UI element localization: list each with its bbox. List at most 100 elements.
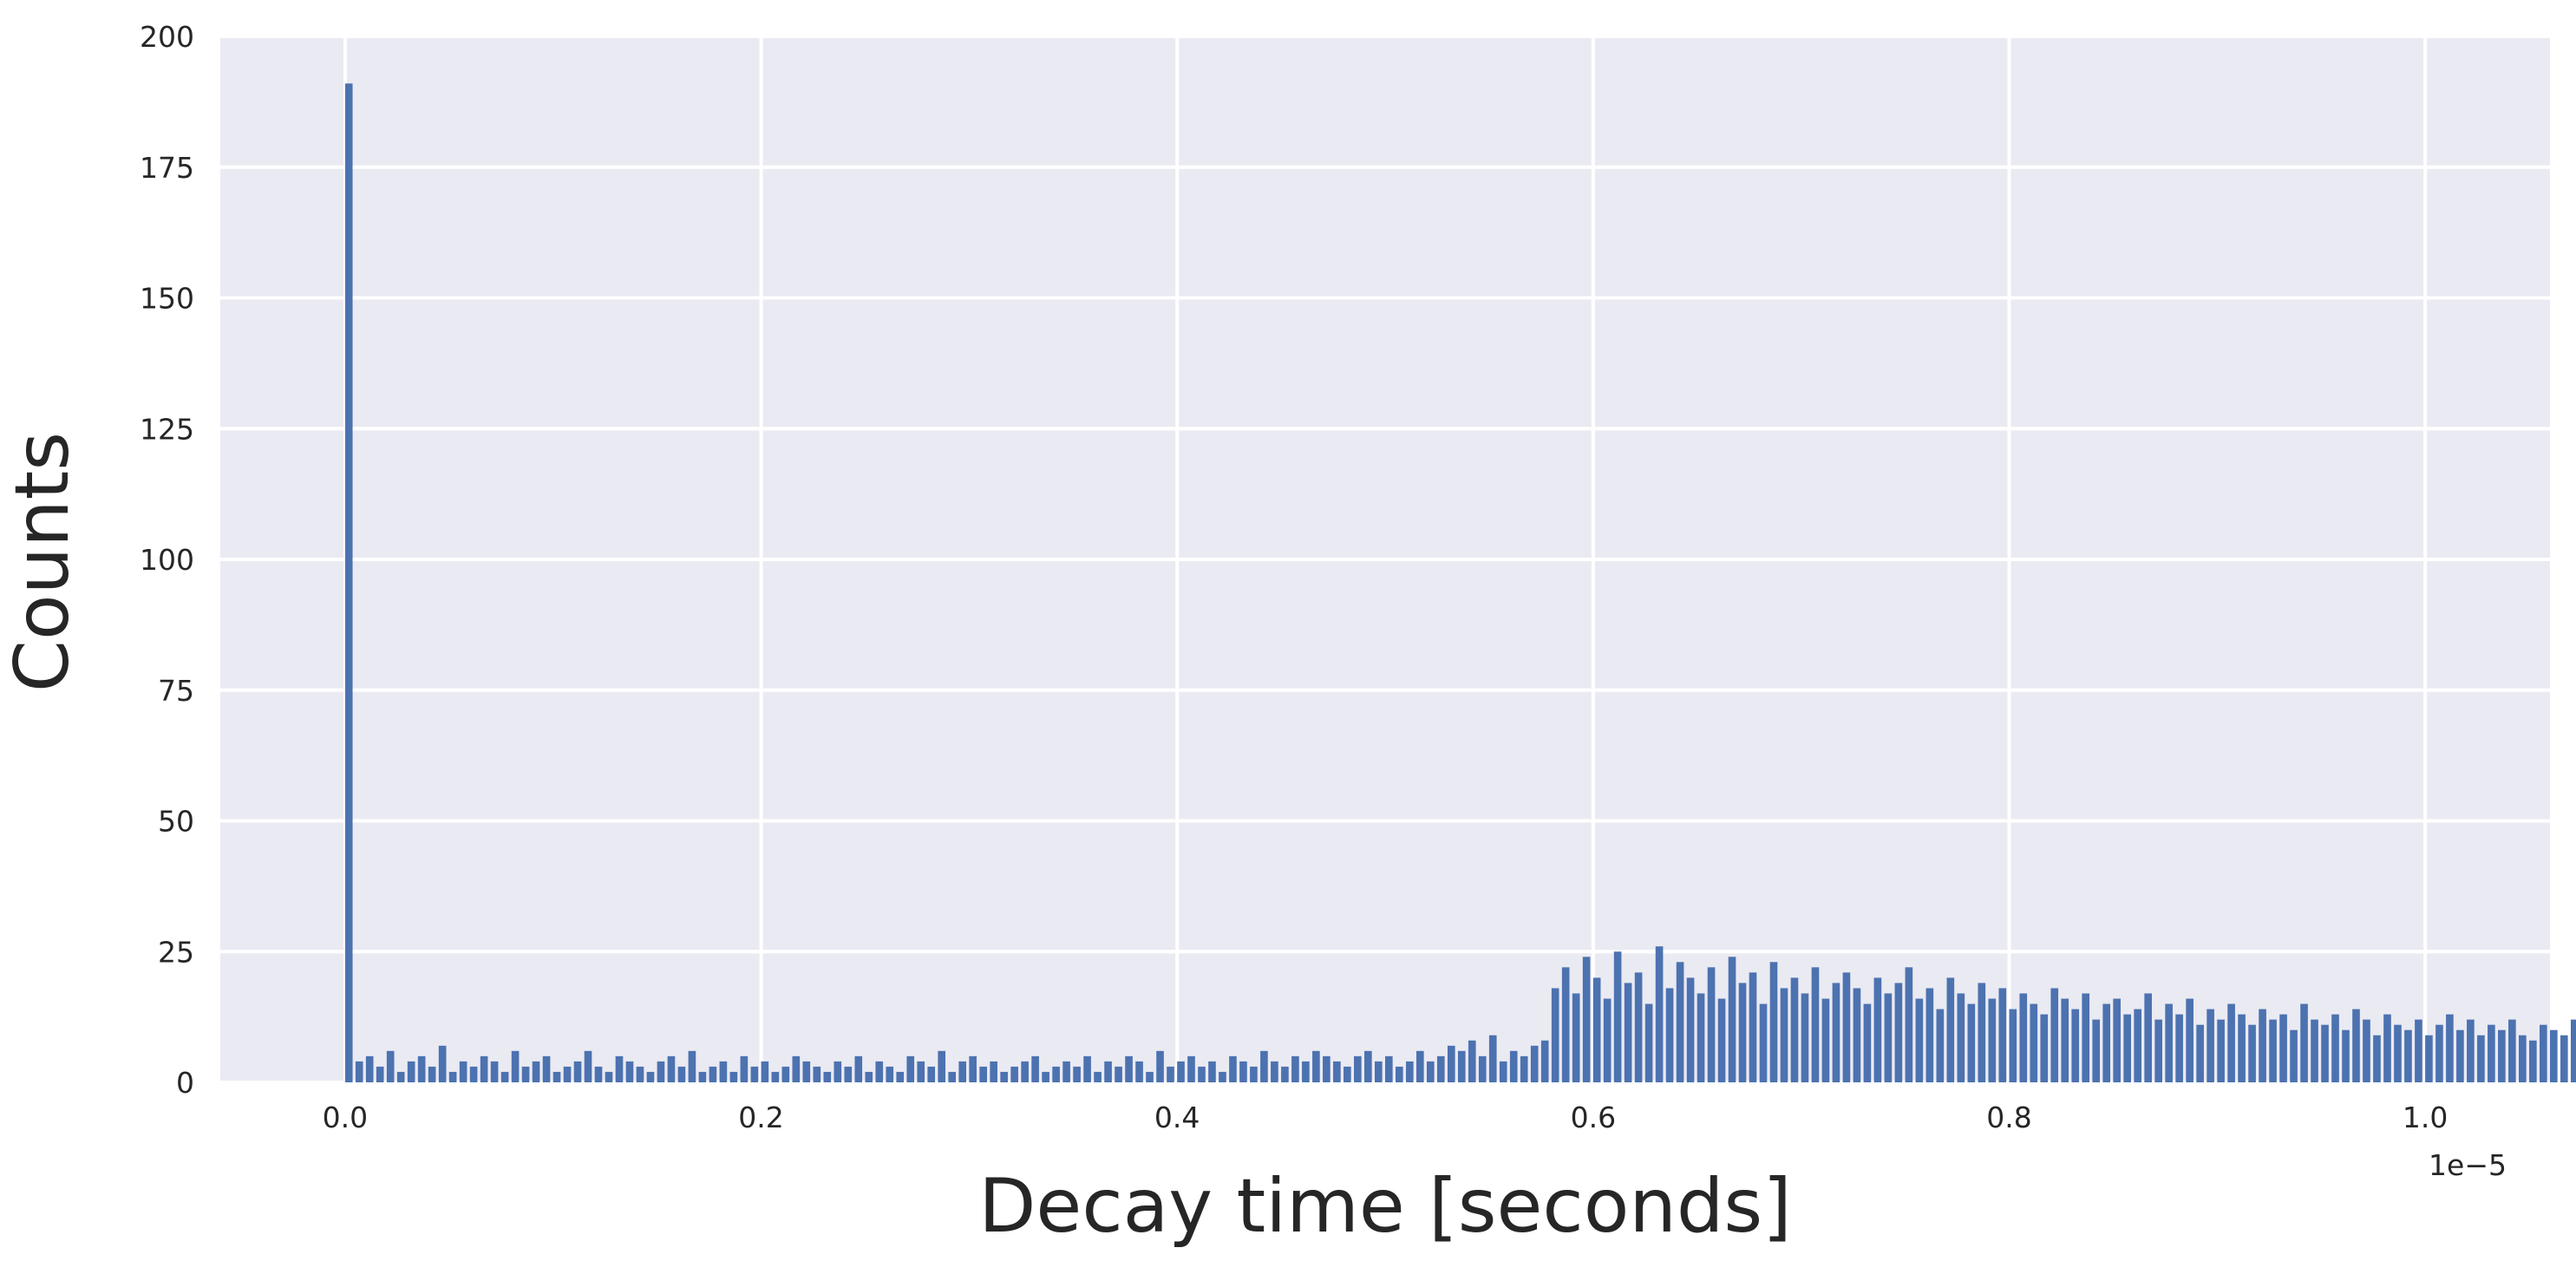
histogram-bar — [1634, 972, 1643, 1082]
histogram-bar — [667, 1055, 676, 1082]
histogram-bar — [1842, 972, 1851, 1082]
histogram-bar — [844, 1066, 853, 1082]
histogram-bar — [428, 1066, 436, 1082]
x-tick-label: 0.2 — [738, 1101, 783, 1134]
histogram-bar — [657, 1061, 665, 1082]
histogram-bar — [1229, 1055, 1237, 1082]
histogram-bar — [2477, 1035, 2485, 1082]
histogram-bar — [1582, 957, 1591, 1082]
histogram-bar — [1967, 1003, 1976, 1082]
histogram-bar — [1219, 1071, 1226, 1082]
histogram-bar — [480, 1055, 488, 1082]
histogram-bar — [2040, 1014, 2049, 1082]
histogram-bar — [1062, 1061, 1070, 1082]
histogram-bar — [2279, 1014, 2287, 1082]
histogram-bar — [365, 1055, 374, 1082]
histogram-bar — [802, 1061, 811, 1082]
histogram-bar — [938, 1050, 946, 1082]
histogram-bar — [2134, 1009, 2141, 1082]
y-tick-label: 175 — [140, 151, 194, 185]
histogram-bar — [521, 1066, 530, 1082]
histogram-bar — [719, 1061, 728, 1082]
histogram-bar — [1426, 1061, 1435, 1082]
histogram-bar — [2560, 1035, 2568, 1082]
histogram-bar — [2123, 1014, 2131, 1082]
histogram-bar — [2435, 1024, 2443, 1082]
histogram-bar — [2373, 1035, 2381, 1082]
histogram-bar — [2425, 1035, 2433, 1082]
x-tick-label: 0.0 — [323, 1101, 368, 1134]
histogram-bar — [1873, 977, 1882, 1082]
histogram-bar — [1978, 983, 1986, 1082]
histogram-bar — [1832, 983, 1840, 1082]
histogram-bar — [990, 1061, 997, 1082]
histogram-bar — [1115, 1066, 1122, 1082]
histogram-bar — [2238, 1014, 2246, 1082]
histogram-bar — [1551, 988, 1559, 1082]
histogram-bar — [1291, 1055, 1299, 1082]
histogram-bar — [2290, 1029, 2298, 1082]
histogram-bar — [1436, 1055, 1445, 1082]
histogram-bar — [2508, 1019, 2516, 1082]
histogram-bar — [605, 1071, 613, 1082]
histogram-bar — [1021, 1061, 1029, 1082]
histogram-bar — [834, 1061, 842, 1082]
histogram-bar — [1988, 998, 1997, 1082]
histogram-bar — [2269, 1019, 2277, 1082]
histogram-bar — [1686, 977, 1695, 1082]
histogram-bar — [1354, 1055, 1362, 1082]
histogram-bar — [532, 1061, 540, 1082]
histogram-bar — [2404, 1029, 2412, 1082]
histogram-bar — [1156, 1050, 1164, 1082]
histogram-bar — [1853, 988, 1861, 1082]
histogram-bar — [1052, 1066, 1060, 1082]
histogram-bar — [511, 1050, 520, 1082]
histogram-bar — [1208, 1061, 1216, 1082]
histogram-bar — [729, 1071, 738, 1082]
histogram-bar — [2061, 998, 2069, 1082]
histogram-bar — [2019, 993, 2028, 1082]
histogram-bar — [2102, 1003, 2111, 1082]
histogram-bar — [1415, 1050, 1424, 1082]
histogram-bar — [542, 1055, 551, 1082]
histogram-bar — [1759, 1003, 1768, 1082]
histogram-bar — [1707, 967, 1716, 1082]
y-tick-label: 200 — [140, 20, 194, 54]
histogram-bar — [2227, 1003, 2235, 1082]
histogram-bar — [1540, 1040, 1549, 1082]
histogram-bar — [865, 1071, 873, 1082]
histogram-bar — [1488, 1035, 1497, 1082]
histogram-bar — [386, 1050, 395, 1082]
histogram-bar — [417, 1055, 426, 1082]
histogram-bar — [2570, 1019, 2576, 1082]
histogram-bar — [1375, 1061, 1383, 1082]
histogram-bar — [2488, 1024, 2495, 1082]
histogram-bar — [1894, 983, 1903, 1082]
histogram-bar — [2009, 1009, 2017, 1082]
histogram-bar — [1094, 1071, 1102, 1082]
histogram-bar — [813, 1066, 821, 1082]
histogram-bar — [2248, 1024, 2256, 1082]
histogram-bar — [1281, 1066, 1289, 1082]
histogram-bar — [771, 1071, 780, 1082]
histogram-bar — [1561, 967, 1570, 1082]
histogram-bar — [2175, 1014, 2183, 1082]
histogram-bar — [2519, 1035, 2527, 1082]
histogram-bar — [2394, 1024, 2402, 1082]
histogram-bar — [1187, 1055, 1195, 1082]
histogram-bar — [1925, 988, 1934, 1082]
histogram-bar — [1260, 1050, 1268, 1082]
histogram-bar — [1665, 988, 1674, 1082]
histogram-bar — [854, 1055, 863, 1082]
y-tick-label: 125 — [140, 412, 194, 446]
histogram-bar — [552, 1071, 561, 1082]
histogram-bar — [1198, 1066, 1206, 1082]
histogram-bar — [1624, 983, 1632, 1082]
histogram-bar — [1125, 1055, 1133, 1082]
histogram-bar — [2259, 1009, 2266, 1082]
histogram-bar — [2363, 1019, 2370, 1082]
histogram-bar — [2456, 1029, 2464, 1082]
histogram-bar — [1697, 993, 1705, 1082]
